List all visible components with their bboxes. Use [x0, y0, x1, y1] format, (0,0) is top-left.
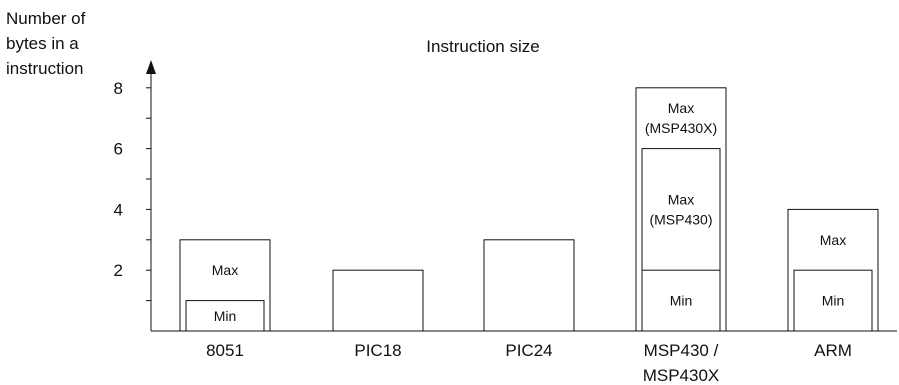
- y-axis-arrow: [146, 60, 156, 74]
- y-axis-label-line: Number of: [6, 9, 86, 28]
- bar-label: (MSP430X): [645, 120, 717, 136]
- x-category-label: MSP430X: [643, 366, 720, 385]
- y-tick-label: 8: [114, 79, 123, 98]
- category-labels: 8051 PIC18 PIC24 MSP430 / MSP430X ARM: [206, 341, 852, 385]
- bar-label: Min: [214, 308, 237, 324]
- bar: [483, 239, 575, 332]
- y-tick-label: 6: [114, 140, 123, 159]
- y-axis-label-line: bytes in a: [6, 34, 79, 53]
- bar-labels: Max Min Max (MSP430X) Max (MSP430) Min Max Min: [212, 100, 846, 324]
- y-tick-label: 2: [114, 261, 123, 280]
- bar: [793, 269, 873, 332]
- bars: [179, 87, 879, 332]
- x-category-label: MSP430 /: [644, 341, 719, 360]
- bar-label: Max: [668, 100, 694, 116]
- bar-label: Max: [668, 191, 694, 207]
- bar: [185, 300, 265, 332]
- bar-label: Max: [212, 262, 238, 278]
- bar-label: Min: [670, 293, 693, 309]
- bar: [332, 269, 424, 332]
- x-category-label: ARM: [814, 341, 852, 360]
- bar-label: (MSP430): [649, 211, 712, 227]
- bar-label: Min: [822, 293, 845, 309]
- y-axis-label: Number of bytes in a instruction: [6, 9, 86, 78]
- x-category-label: PIC18: [354, 341, 401, 360]
- x-category-label: 8051: [206, 341, 244, 360]
- x-category-label: PIC24: [505, 341, 552, 360]
- bar: [641, 269, 721, 332]
- y-tick-label: 4: [114, 200, 123, 219]
- y-axis-label-line: instruction: [6, 59, 83, 78]
- bar-label: Max: [820, 232, 846, 248]
- chart-title: Instruction size: [426, 37, 539, 56]
